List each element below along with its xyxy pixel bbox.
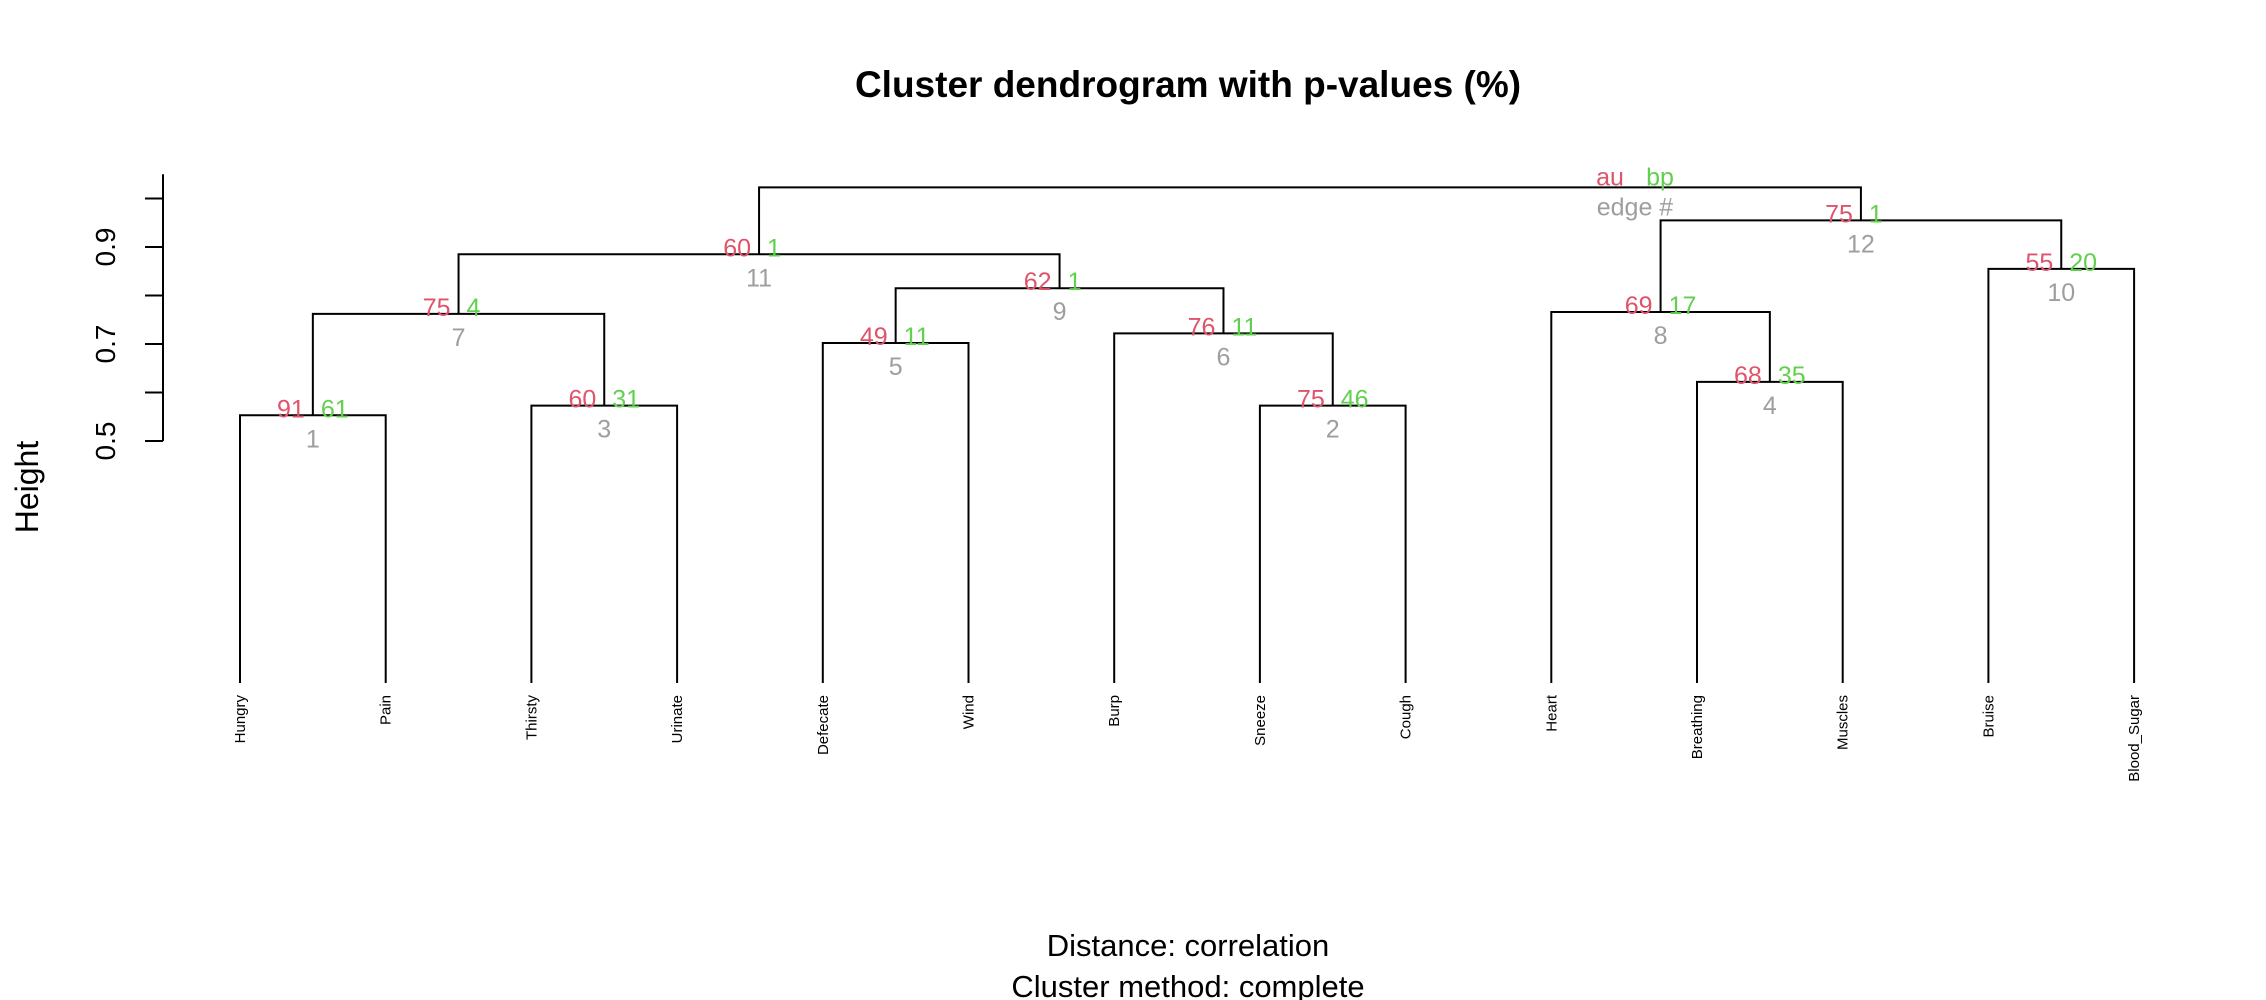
edge-number: 4	[1763, 392, 1777, 420]
leaf-label: Bruise	[1980, 695, 1997, 738]
edge-number: 6	[1217, 343, 1231, 371]
edge-number: 5	[889, 353, 903, 381]
au-value: 69	[1625, 292, 1653, 320]
leaf-label: Sneeze	[1252, 695, 1269, 746]
au-value: 75	[423, 294, 451, 322]
edge-number: 9	[1053, 298, 1067, 326]
edge-number: 12	[1847, 230, 1875, 258]
au-value: 68	[1734, 362, 1762, 390]
leaf-label: Burp	[1106, 695, 1123, 727]
dendrogram-branch	[1987, 267, 2136, 683]
y-axis: 0.5 0.7 0.9	[90, 174, 164, 461]
au-value: 75	[1297, 386, 1325, 414]
au-value: 91	[277, 395, 305, 423]
au-value: 60	[723, 234, 751, 262]
dendrogram-branch	[758, 186, 1862, 255]
leaf-label: Defecate	[815, 695, 832, 755]
edge-number: 10	[2047, 279, 2075, 307]
bp-value: 1	[1869, 200, 1883, 228]
leaf-label: Wind	[961, 695, 978, 729]
au-value: 76	[1188, 313, 1216, 341]
leaf-label: Pain	[378, 695, 395, 725]
edge-number: 1	[306, 425, 320, 453]
leaf-labels: Hungry Pain Thirsty Urinate Defecate Wind Burp…	[232, 694, 2143, 782]
chart-title: Cluster dendrogram with p-values (%)	[855, 64, 1521, 105]
edge-number: 2	[1326, 416, 1340, 444]
leaf-label: Urinate	[669, 695, 686, 743]
dendrogram-branch	[1258, 404, 1407, 683]
leaf-label: Heart	[1543, 694, 1560, 732]
au-value: 60	[568, 386, 596, 414]
au-value: 62	[1024, 268, 1052, 296]
leaf-label: Muscles	[1835, 695, 1852, 750]
leaf-label: Breathing	[1689, 695, 1706, 759]
y-tick-label: 0.7	[90, 325, 121, 364]
bp-value: 11	[904, 323, 930, 351]
edge-number: 7	[452, 324, 466, 352]
legend-bp: bp	[1646, 163, 1674, 191]
bp-value: 46	[1341, 386, 1369, 414]
dendrogram-branches	[239, 186, 2136, 683]
au-value: 75	[1825, 200, 1853, 228]
bp-value: 1	[1068, 268, 1082, 296]
bp-value: 11	[1231, 313, 1257, 341]
bp-value: 20	[2069, 249, 2097, 277]
distance-subtitle: Distance: correlation	[1047, 928, 1330, 963]
bp-value: 17	[1669, 292, 1697, 320]
leaf-label: Hungry	[232, 695, 249, 744]
method-subtitle: Cluster method: complete	[1011, 969, 1364, 1000]
bp-value: 61	[321, 395, 349, 423]
leaf-label: Blood_Sugar	[2126, 695, 2143, 782]
y-axis-label: Height	[9, 441, 45, 534]
dendrogram-branch	[821, 342, 970, 683]
bp-value: 35	[1778, 362, 1806, 390]
bp-value: 31	[612, 386, 640, 414]
bp-value: 1	[767, 234, 781, 262]
y-tick-label: 0.9	[90, 228, 121, 267]
edge-number: 11	[746, 264, 772, 292]
leaf-label: Cough	[1398, 695, 1415, 739]
au-value: 55	[2025, 249, 2053, 277]
dendrogram-branch	[530, 404, 679, 683]
y-tick-label: 0.5	[90, 422, 121, 461]
dendrogram-branch	[1696, 380, 1844, 683]
legend-edge: edge #	[1597, 193, 1674, 221]
edge-number: 3	[597, 416, 611, 444]
dendrogram-branch	[239, 414, 387, 683]
bp-value: 4	[467, 294, 481, 322]
au-value: 49	[860, 323, 888, 351]
leaf-label: Thirsty	[523, 695, 540, 741]
legend-au: au	[1596, 163, 1624, 191]
edge-number: 8	[1654, 322, 1668, 350]
